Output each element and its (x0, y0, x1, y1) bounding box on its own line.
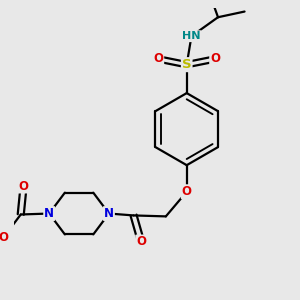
Text: N: N (104, 207, 114, 220)
Text: O: O (136, 236, 146, 248)
Text: HN: HN (182, 31, 201, 41)
Text: O: O (182, 185, 192, 198)
Text: O: O (210, 52, 220, 65)
Text: N: N (44, 207, 54, 220)
Text: O: O (0, 231, 9, 244)
Text: O: O (19, 179, 28, 193)
Text: O: O (153, 52, 163, 65)
Text: S: S (182, 58, 191, 71)
